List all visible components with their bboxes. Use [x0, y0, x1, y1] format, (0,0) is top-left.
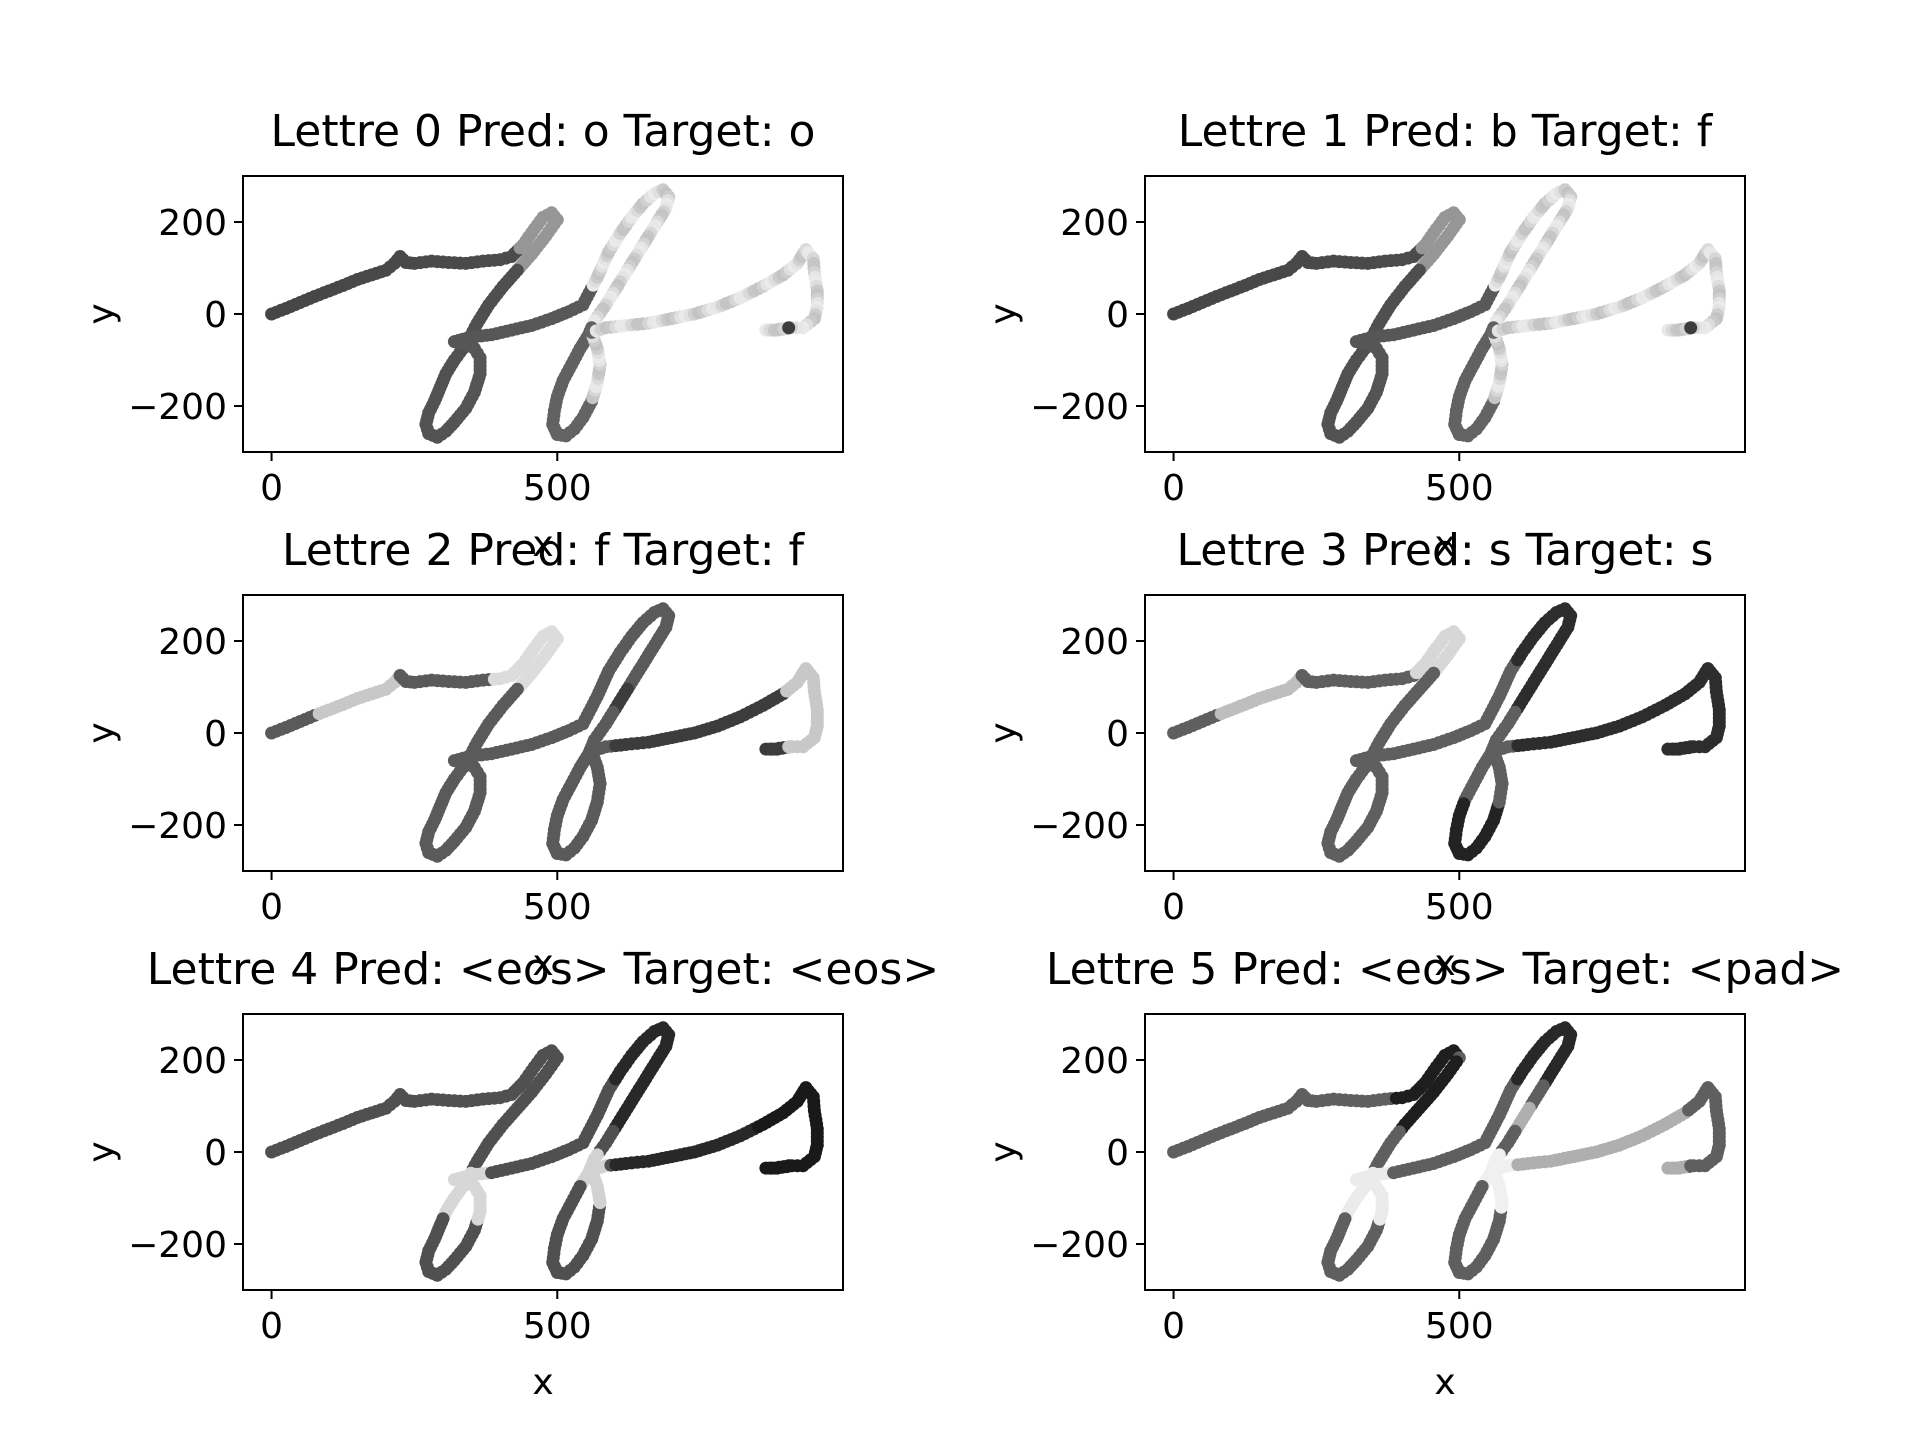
data-point: [1684, 1159, 1698, 1173]
y-tick-label: 0: [1106, 1133, 1129, 1174]
subplot-4: Lettre 4 Pred: <eos> Target: <eos> 0 500 20…: [81, 944, 939, 1403]
x-tick-label: 0: [260, 887, 283, 928]
x-tick-label: 500: [523, 468, 592, 509]
scatter-points: [1167, 1021, 1726, 1282]
x-axis-label: x: [1434, 943, 1455, 984]
y-tick-label: −200: [1030, 1225, 1129, 1266]
x-tick-label: 0: [260, 468, 283, 509]
scatter-points: [265, 183, 824, 444]
subplot-title: Lettre 3 Pred: s Target: s: [1177, 525, 1714, 576]
y-tick-label: −200: [1030, 387, 1129, 428]
y-axis-label: y: [81, 303, 122, 324]
x-tick-label: 500: [1425, 468, 1494, 509]
x-axis-label: x: [532, 1362, 553, 1403]
data-point: [782, 321, 796, 335]
x-axis-label: x: [1434, 524, 1455, 565]
x-tick-label: 500: [1425, 887, 1494, 928]
x-tick-label: 500: [1425, 1306, 1494, 1347]
y-axis-label: y: [983, 303, 1024, 324]
x-tick-label: 500: [523, 887, 592, 928]
subplot-1: Lettre 1 Pred: b Target: f 0 500 200 0 −200 x y: [983, 106, 1746, 565]
y-tick-label: −200: [128, 387, 227, 428]
subplot-title: Lettre 2 Pred: f Target: f: [282, 525, 806, 576]
data-point: [1684, 740, 1698, 754]
y-axis-label: y: [983, 722, 1024, 743]
x-axis-label: x: [532, 524, 553, 565]
subplot-title: Lettre 4 Pred: <eos> Target: <eos>: [147, 944, 939, 995]
data-point: [782, 1159, 796, 1173]
scatter-points: [265, 602, 824, 863]
y-tick-label: 0: [204, 1133, 227, 1174]
y-axis-label: y: [81, 1141, 122, 1162]
subplot-0: Lettre 0 Pred: o Target: o 0 500 200 0 −200 x y: [81, 106, 844, 565]
x-tick-label: 0: [1162, 1306, 1185, 1347]
subplot-2: Lettre 2 Pred: f Target: f 0 500 200 0 −200 x y: [81, 525, 844, 984]
y-tick-label: 0: [204, 295, 227, 336]
x-tick-label: 500: [523, 1306, 592, 1347]
y-tick-label: −200: [128, 806, 227, 847]
x-axis-label: x: [1434, 1362, 1455, 1403]
subplot-5: Lettre 5 Pred: <eos> Target: <pad> 0 500 20…: [983, 944, 1844, 1403]
x-tick-label: 0: [1162, 887, 1185, 928]
x-tick-label: 0: [1162, 468, 1185, 509]
subplot-title: Lettre 1 Pred: b Target: f: [1178, 106, 1714, 157]
data-point: [782, 740, 796, 754]
scatter-points: [265, 1021, 824, 1282]
y-tick-label: 200: [1060, 203, 1129, 244]
y-tick-label: −200: [1030, 806, 1129, 847]
y-tick-label: 200: [158, 1041, 227, 1082]
x-tick-label: 0: [260, 1306, 283, 1347]
y-tick-label: 200: [1060, 622, 1129, 663]
y-tick-label: 200: [1060, 1041, 1129, 1082]
y-tick-label: 0: [204, 714, 227, 755]
x-axis-label: x: [532, 943, 553, 984]
subplot-title: Lettre 0 Pred: o Target: o: [271, 106, 816, 157]
y-tick-label: 200: [158, 203, 227, 244]
y-axis-label: y: [983, 1141, 1024, 1162]
y-tick-label: −200: [128, 1225, 227, 1266]
scatter-points: [1167, 602, 1726, 863]
scatter-points: [1167, 183, 1726, 444]
y-tick-label: 200: [158, 622, 227, 663]
subplot-3: Lettre 3 Pred: s Target: s 0 500 200 0 −200 x y: [983, 525, 1746, 984]
y-axis-label: y: [81, 722, 122, 743]
y-tick-label: 0: [1106, 295, 1129, 336]
y-tick-label: 0: [1106, 714, 1129, 755]
data-point: [1684, 321, 1698, 335]
subplot-title: Lettre 5 Pred: <eos> Target: <pad>: [1046, 944, 1844, 995]
